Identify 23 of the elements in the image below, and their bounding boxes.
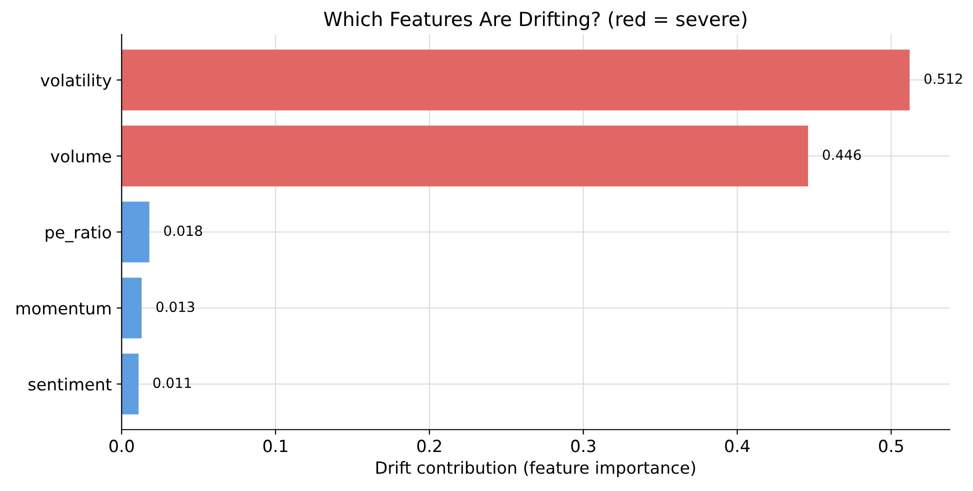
x-tick-label: 0.0 (109, 440, 134, 452)
x-axis-title: Drift contribution (feature importance) (376, 461, 696, 478)
x-tick-label: 0.5 (879, 440, 903, 452)
bar (122, 50, 910, 110)
bar (122, 126, 808, 186)
x-tick-label: 0.3 (571, 440, 596, 452)
bar (122, 354, 139, 414)
data-label: 0.011 (153, 378, 191, 388)
y-tick-label: volume (50, 150, 112, 163)
data-label: 0.446 (822, 150, 861, 160)
y-tick-label: momentum (16, 302, 110, 315)
y-tick-label: pe_ratio (46, 226, 111, 242)
bar (122, 278, 142, 338)
y-tick-label: volatility (40, 74, 112, 90)
data-label: 0.512 (924, 74, 962, 84)
x-tick-label: 0.2 (417, 440, 442, 452)
data-label: 0.018 (164, 226, 202, 236)
y-tick-label: sentiment (28, 378, 112, 391)
chart-title: Which Features Are Drifting? (red = severe) (324, 11, 746, 30)
x-tick-label: 0.1 (263, 440, 288, 452)
bar (122, 202, 150, 262)
data-label: 0.013 (156, 302, 194, 312)
x-tick-label: 0.4 (725, 440, 750, 452)
